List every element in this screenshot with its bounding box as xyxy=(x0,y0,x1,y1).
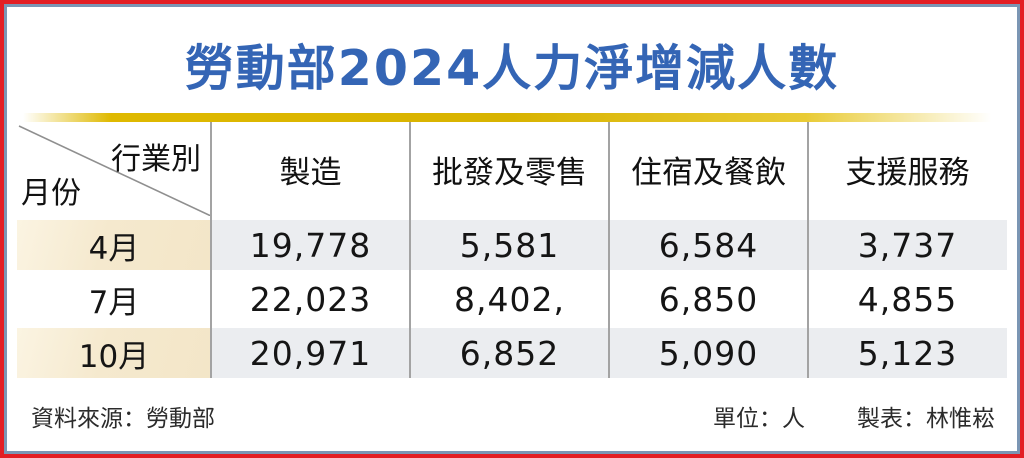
table-cell: 20,971 xyxy=(211,328,410,378)
table-cell: 4,855 xyxy=(857,279,958,319)
page-title: 勞動部2024人力淨增減人數 xyxy=(184,40,840,97)
column-header-manufacturing: 製造 xyxy=(279,154,342,191)
column-header-wholesale-retail: 批發及零售 xyxy=(432,154,587,191)
column-divider xyxy=(807,122,809,378)
row-label: 10月 xyxy=(17,328,211,378)
table-cell: 3,737 xyxy=(808,220,1007,270)
row-label: 7月 xyxy=(88,284,140,321)
table-row-april: 4月 19,778 5,581 6,584 3,737 xyxy=(17,220,1007,270)
table-cell: 5,090 xyxy=(609,328,808,378)
credit-note: 製表：林惟崧 xyxy=(857,406,995,432)
table-row-october: 10月 20,971 6,852 5,090 5,123 xyxy=(17,328,1007,378)
table-cell: 6,584 xyxy=(609,220,808,270)
table-cell: 8,402, xyxy=(454,279,565,319)
column-divider xyxy=(409,122,411,378)
gold-divider-bar xyxy=(23,113,1001,122)
corner-label-month: 月份 xyxy=(21,176,81,211)
table-cell: 5,581 xyxy=(410,220,609,270)
table-cell: 6,850 xyxy=(658,279,759,319)
column-header-support-services: 支援服務 xyxy=(845,154,970,191)
data-source-note: 資料來源：勞動部 xyxy=(31,406,215,432)
table-cell: 19,778 xyxy=(211,220,410,270)
diagonal-line xyxy=(18,125,211,216)
data-table: 行業別 月份 製造 批發及零售 住宿及餐飲 支援服務 4月 19,778 5,5… xyxy=(17,122,1007,378)
column-divider xyxy=(608,122,610,378)
infographic-panel: 勞動部2024人力淨增減人數 行業別 月份 製造 批發及零售 住宿及餐飲 支援服… xyxy=(4,4,1020,454)
table-header-row: 行業別 月份 製造 批發及零售 住宿及餐飲 支援服務 xyxy=(17,122,1007,216)
table-footnotes: 資料來源：勞動部 單位：人 製表：林惟崧 xyxy=(31,399,995,433)
column-divider xyxy=(210,122,212,378)
table-cell: 22,023 xyxy=(249,279,372,319)
column-header-accommodation-food: 住宿及餐飲 xyxy=(631,154,786,191)
row-label: 4月 xyxy=(17,220,211,270)
corner-label-industry: 行業別 xyxy=(111,142,201,177)
table-cell: 5,123 xyxy=(808,328,1007,378)
table-cell: 6,852 xyxy=(410,328,609,378)
table-row-july: 7月 22,023 8,402, 6,850 4,855 xyxy=(17,274,1007,324)
unit-note: 單位：人 xyxy=(713,406,805,432)
corner-header-cell: 行業別 月份 xyxy=(17,122,211,216)
